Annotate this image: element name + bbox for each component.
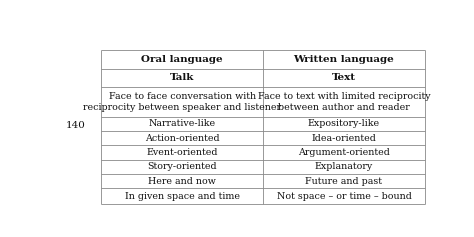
- Text: Future and past: Future and past: [305, 177, 383, 186]
- Text: 140: 140: [66, 121, 86, 130]
- Text: Text: Text: [332, 73, 356, 82]
- Text: In given space and time: In given space and time: [125, 191, 240, 201]
- Text: Story-oriented: Story-oriented: [147, 162, 217, 171]
- Text: Not space – or time – bound: Not space – or time – bound: [276, 191, 411, 201]
- Text: Written language: Written language: [293, 55, 394, 64]
- Text: Narrative-like: Narrative-like: [149, 119, 216, 128]
- Text: Explanatory: Explanatory: [315, 162, 373, 171]
- Text: Event-oriented: Event-oriented: [146, 148, 218, 157]
- Text: Idea-oriented: Idea-oriented: [311, 134, 376, 143]
- Text: Here and now: Here and now: [148, 177, 216, 186]
- Text: Talk: Talk: [170, 73, 194, 82]
- Text: Face to face conversation with
reciprocity between speaker and listener: Face to face conversation with reciproci…: [83, 92, 281, 112]
- Text: Argument-oriented: Argument-oriented: [298, 148, 390, 157]
- Text: Face to text with limited reciprocity
between author and reader: Face to text with limited reciprocity be…: [258, 92, 430, 112]
- Text: Oral language: Oral language: [142, 55, 223, 64]
- Text: Expository-like: Expository-like: [308, 119, 380, 128]
- Text: Action-oriented: Action-oriented: [145, 134, 219, 143]
